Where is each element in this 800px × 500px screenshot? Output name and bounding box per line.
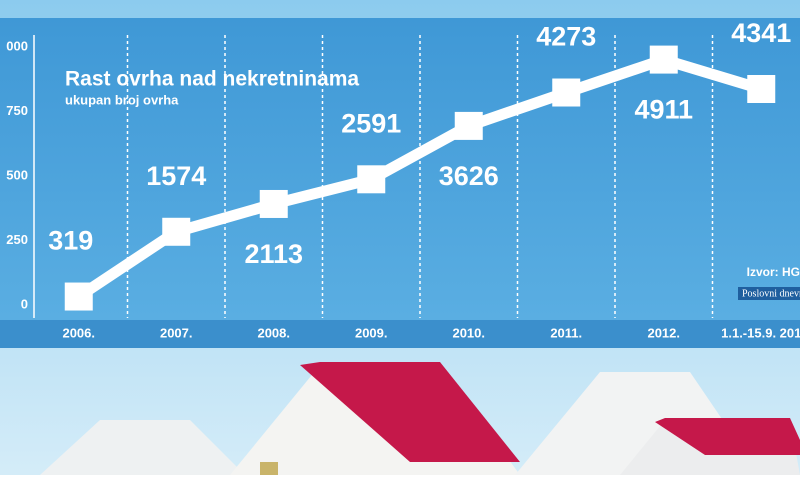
marker: [454, 111, 483, 140]
data-label: 2113: [244, 239, 303, 269]
source: Izvor: HG: [747, 265, 800, 279]
publisher: Poslovni dnevnik: [742, 288, 800, 299]
y-tick-label: 250: [6, 232, 28, 247]
x-tick-label: 2009.: [355, 325, 388, 340]
x-axis-strip: [0, 320, 800, 348]
data-label: 1574: [146, 161, 206, 191]
data-label: 4273: [536, 22, 596, 52]
marker: [162, 217, 191, 246]
data-label: 3626: [439, 161, 499, 191]
data-label: 2591: [341, 108, 401, 138]
marker: [64, 282, 93, 311]
x-tick-label: 2008.: [257, 325, 290, 340]
marker: [649, 45, 678, 74]
y-tick-label: 0: [21, 296, 28, 311]
line: [75, 54, 763, 302]
marker: [552, 78, 581, 107]
y-tick-label: 000: [6, 38, 28, 53]
x-tick-label: 1.1.-15.9. 201: [721, 325, 800, 340]
houses: [0, 362, 800, 500]
marker: [357, 165, 386, 194]
marker: [259, 189, 288, 218]
data-label: 319: [48, 226, 93, 256]
marker: [747, 75, 776, 104]
chart-subtitle: ukupan broj ovrha: [65, 92, 179, 107]
x-tick-label: 2011.: [550, 325, 582, 340]
x-tick-label: 2012.: [647, 325, 680, 340]
y-tick-label: 500: [6, 167, 28, 182]
x-tick-label: 2010.: [452, 325, 485, 340]
publisher-badge: [738, 287, 800, 300]
data-label: 4911: [634, 95, 693, 125]
y-tick-label: 750: [6, 103, 28, 118]
x-tick-label: 2006.: [62, 325, 95, 340]
chart-title: Rast ovrha nad nekretninama: [65, 68, 359, 91]
x-tick-label: 2007.: [160, 325, 193, 340]
data-label: 4341: [731, 18, 791, 48]
